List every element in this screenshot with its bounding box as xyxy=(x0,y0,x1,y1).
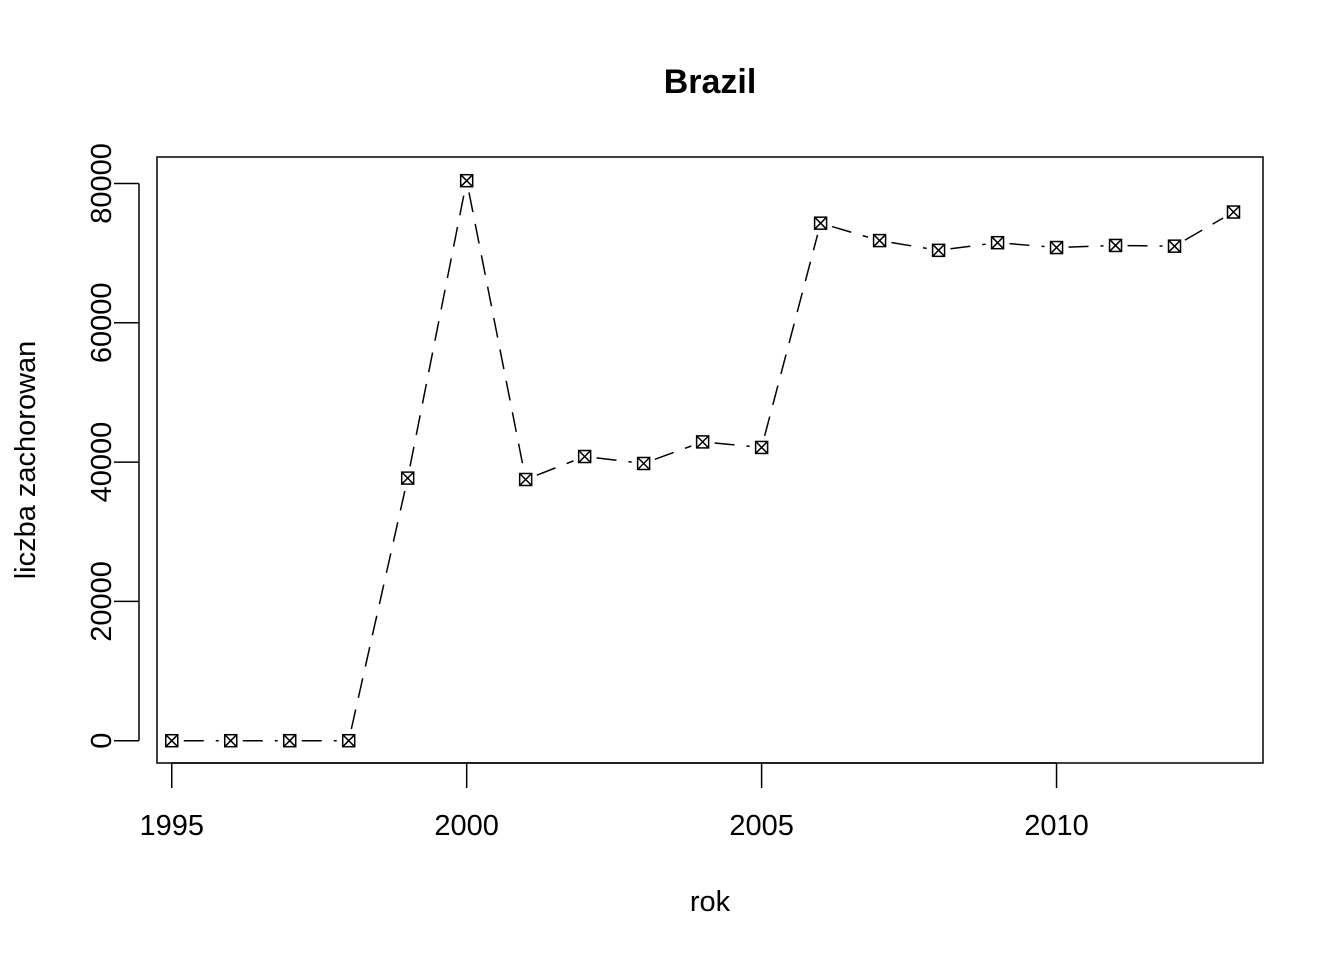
data-point xyxy=(577,449,592,464)
line-segment xyxy=(891,241,927,250)
data-point xyxy=(518,472,533,487)
y-tick-label: 20000 xyxy=(86,561,118,642)
data-point xyxy=(1108,238,1123,253)
data-point xyxy=(459,173,474,188)
data-point xyxy=(813,216,828,230)
line-segment xyxy=(536,460,574,476)
line-segment xyxy=(1068,245,1104,248)
series-line xyxy=(183,192,1224,742)
line-segment xyxy=(714,442,750,448)
plot-frame xyxy=(156,156,1264,764)
x-axis: 1995 2000 2005 2010 xyxy=(139,762,1089,842)
line-segment xyxy=(409,192,466,467)
y-tick-label: 80000 xyxy=(86,143,118,224)
x-tick-label: 1995 xyxy=(139,810,204,842)
x-axis-label: rok xyxy=(690,886,731,918)
line-segment xyxy=(468,192,525,468)
data-point xyxy=(223,733,238,748)
line-segment xyxy=(831,225,869,238)
series-points xyxy=(164,173,1241,748)
data-point xyxy=(636,456,651,471)
line-segment xyxy=(950,243,986,250)
x-tick-label: 2010 xyxy=(1024,810,1089,842)
data-point xyxy=(990,235,1005,250)
x-tick-label: 2000 xyxy=(434,810,499,842)
line-segment xyxy=(596,457,632,463)
line-segment xyxy=(1009,242,1045,248)
data-point xyxy=(1167,239,1182,253)
data-point xyxy=(931,243,946,258)
line-segment xyxy=(1184,217,1224,241)
data-point xyxy=(164,733,179,748)
y-axis: 0 20000 40000 60000 80000 xyxy=(86,143,140,749)
data-point xyxy=(754,440,769,455)
line-segment xyxy=(763,234,819,437)
data-point xyxy=(695,435,710,449)
y-tick-label: 0 xyxy=(86,733,118,749)
y-axis-label: liczba zachorowan xyxy=(10,341,42,580)
line-segment xyxy=(654,445,692,461)
data-point xyxy=(1049,240,1064,255)
chart-title: Brazil xyxy=(664,63,757,101)
y-tick-label: 60000 xyxy=(86,282,118,363)
data-point xyxy=(400,471,415,485)
data-point xyxy=(341,733,356,748)
y-tick-label: 40000 xyxy=(86,422,118,503)
line-segment xyxy=(350,489,406,730)
x-tick-label: 2005 xyxy=(729,810,794,842)
data-point xyxy=(282,733,297,748)
data-point xyxy=(1226,205,1241,219)
data-point xyxy=(872,233,887,248)
